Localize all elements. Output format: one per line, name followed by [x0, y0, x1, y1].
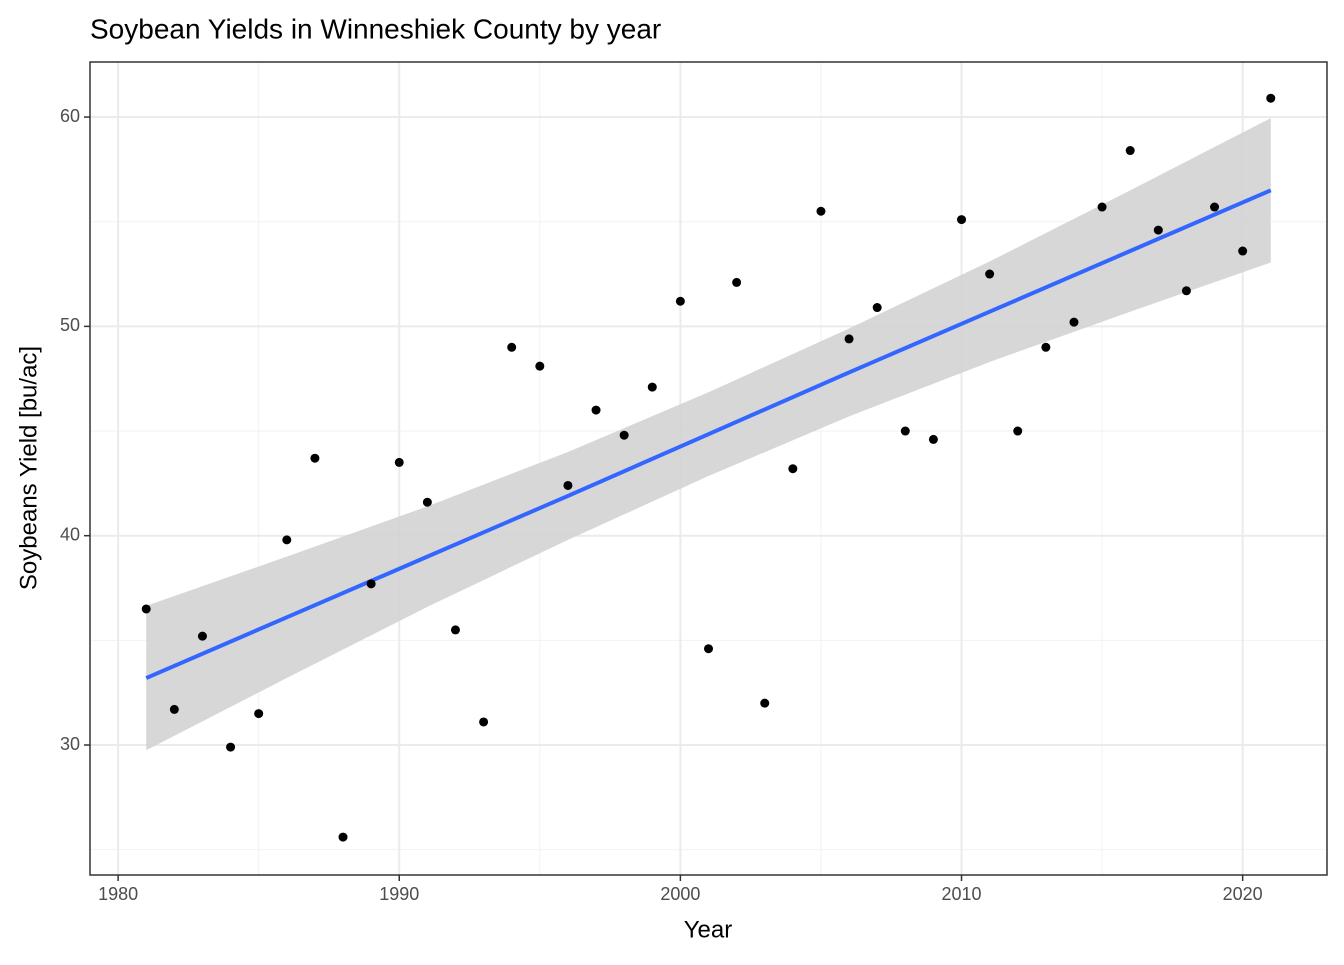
point [704, 644, 713, 654]
point [1266, 93, 1276, 103]
point [985, 269, 995, 279]
chart-title: Soybean Yields in Winneshiek County by y… [90, 13, 661, 44]
point [1041, 342, 1051, 352]
point [619, 430, 629, 440]
point [928, 434, 938, 444]
point [900, 426, 910, 436]
y-axis-title: Soybeans Yield [bu/ac] [15, 346, 42, 590]
point [872, 303, 882, 313]
point [563, 480, 573, 490]
point [338, 832, 348, 842]
point [1069, 317, 1079, 327]
y-tick-label: 30 [60, 734, 80, 754]
x-tick-label: 2020 [1223, 884, 1263, 904]
point [957, 215, 967, 225]
x-tick-label: 1990 [379, 884, 419, 904]
y-tick-label: 60 [60, 106, 80, 126]
point [282, 535, 292, 545]
point [1125, 146, 1135, 156]
point [422, 497, 432, 507]
point [760, 698, 770, 708]
point [1238, 246, 1248, 256]
point [197, 631, 207, 641]
y-tick-label: 50 [60, 315, 80, 335]
point [141, 604, 151, 614]
point [591, 405, 601, 415]
point [732, 277, 742, 287]
point [1153, 225, 1163, 235]
point [675, 296, 685, 306]
x-tick-label: 2010 [941, 884, 981, 904]
point [844, 334, 854, 344]
point [507, 342, 517, 352]
panel-border [89, 61, 1328, 876]
point [169, 704, 179, 714]
point [254, 709, 264, 719]
point [479, 717, 489, 727]
x-tick-label: 2000 [660, 884, 700, 904]
point [816, 206, 826, 216]
y-tick-label: 40 [60, 524, 80, 544]
point [1210, 202, 1220, 212]
point [366, 579, 376, 589]
point [394, 457, 404, 467]
point [788, 464, 798, 474]
point [1013, 426, 1023, 436]
point [450, 625, 460, 635]
point [226, 742, 236, 752]
x-axis-title: Year [684, 916, 733, 943]
trend-line [145, 188, 1272, 680]
point [535, 361, 545, 371]
point [1181, 286, 1191, 296]
x-tick-label: 1980 [98, 884, 138, 904]
point [647, 382, 657, 392]
point [310, 453, 320, 463]
point [1097, 202, 1107, 212]
